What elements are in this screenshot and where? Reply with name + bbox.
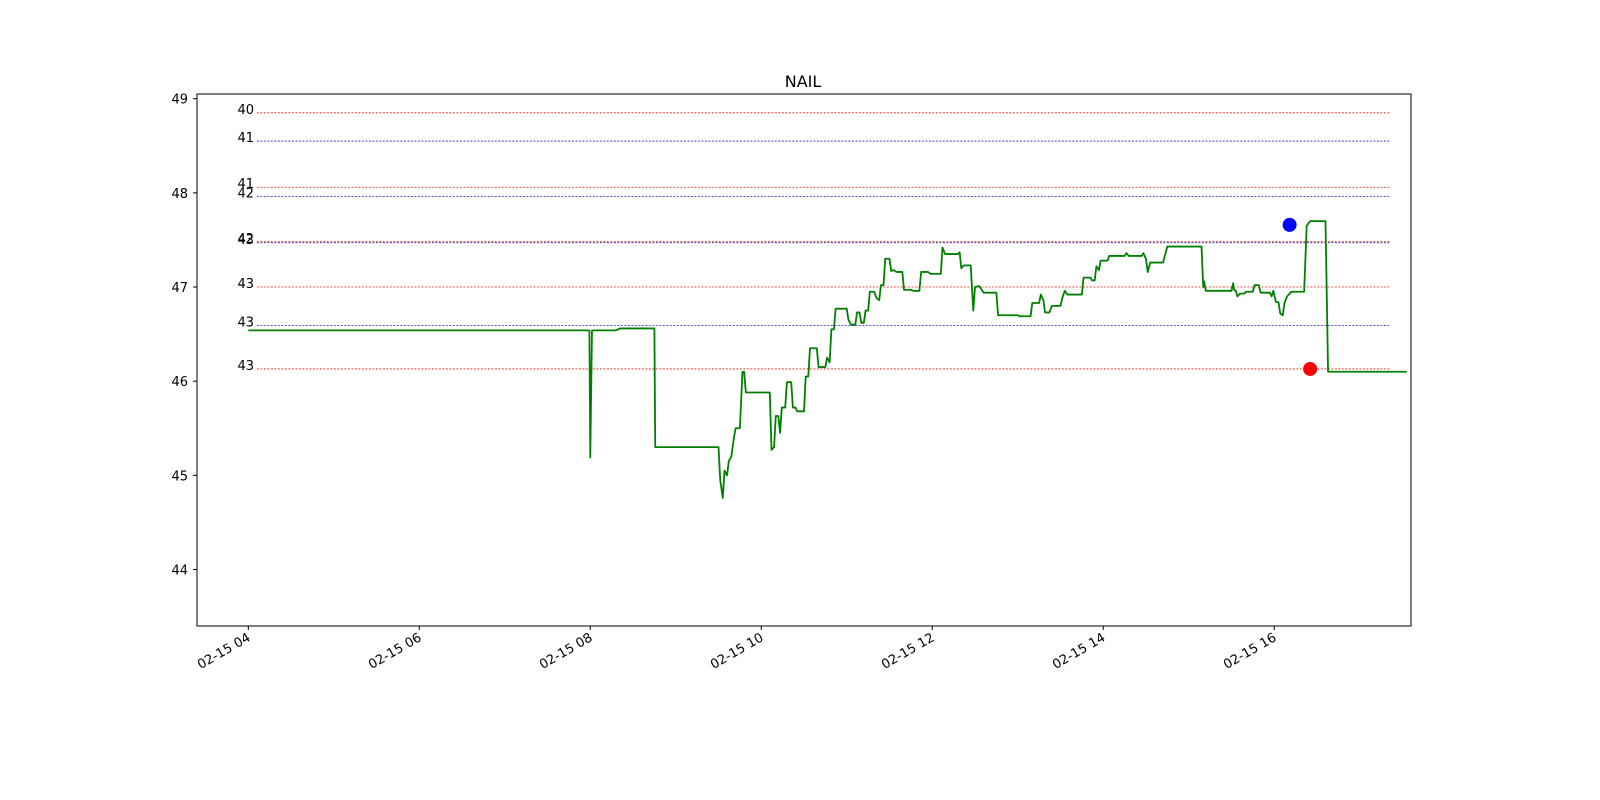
x-tick-label: 02-15 10 (708, 630, 766, 672)
level-label: 43 (237, 316, 254, 331)
level-label: 43 (237, 359, 254, 374)
level-label: 43 (237, 277, 254, 292)
y-tick-label: 47 (171, 281, 188, 296)
plot-frame (196, 93, 1412, 627)
trade-marker (1303, 361, 1318, 376)
x-tick-label: 02-15 12 (879, 630, 937, 672)
series-line (248, 220, 1407, 499)
level-label: 42 (237, 187, 254, 202)
x-tick-label: 02-15 04 (195, 630, 253, 672)
chart-title: NAIL (785, 72, 822, 91)
x-axis: 02-15 04 02-15 06 02-15 08 02-15 10 02-15 12… (195, 626, 1279, 673)
x-tick-label: 02-15 08 (537, 630, 595, 672)
x-tick-label: 02-15 14 (1050, 630, 1108, 672)
series-layer (248, 220, 1407, 499)
level-label: 42 (237, 232, 254, 247)
y-tick-label: 45 (171, 469, 188, 484)
level-label: 41 (237, 177, 254, 192)
level-label: 41 (237, 131, 254, 146)
markers-layer (1282, 217, 1318, 376)
level-label: 43 (237, 233, 254, 248)
y-axis: 44 45 46 47 48 49 (171, 93, 197, 579)
level-label: 40 (237, 103, 254, 118)
y-tick-label: 46 (171, 375, 188, 390)
y-tick-label: 48 (171, 187, 188, 202)
y-tick-label: 49 (171, 93, 188, 108)
trade-marker (1282, 217, 1297, 232)
y-tick-label: 44 (171, 564, 188, 579)
x-tick-label: 02-15 16 (1221, 630, 1279, 672)
x-tick-label: 02-15 06 (366, 630, 424, 672)
